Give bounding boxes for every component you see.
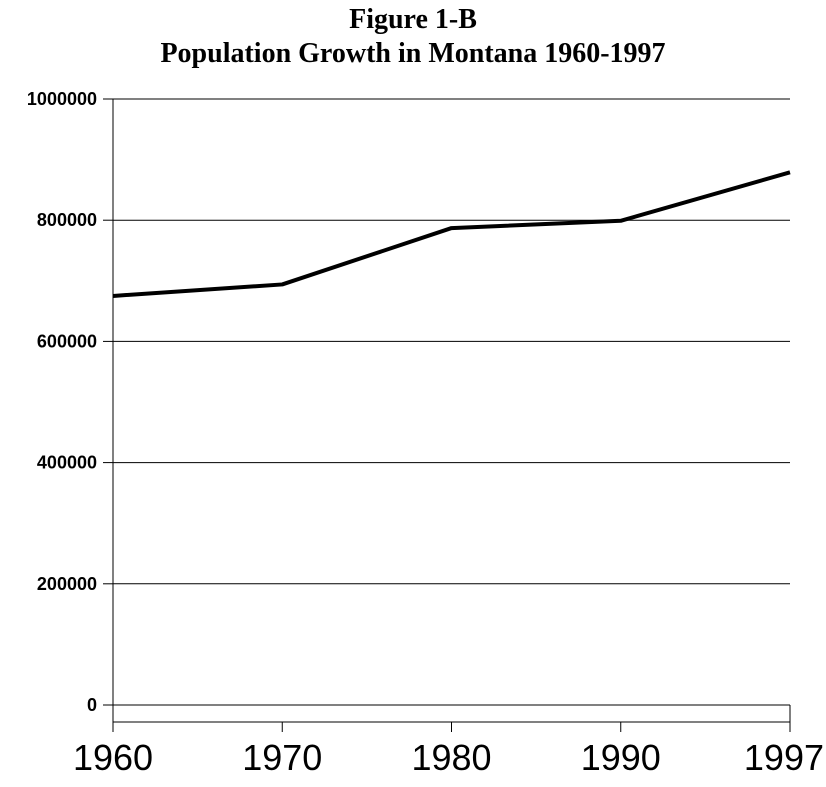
x-tick-label: 1997 [744,737,824,778]
x-tick-label: 1960 [73,737,153,778]
y-gridlines [113,98,790,706]
x-tick-label: 1980 [411,737,491,778]
y-tick-label: 800000 [37,210,97,230]
y-tick-labels: 0 200000 400000 600000 800000 1000000 [27,89,97,715]
axes [103,98,791,732]
x-tick-label: 1970 [242,737,322,778]
series-line [112,170,791,298]
y-tick-label: 0 [87,695,97,715]
chart-title: Figure 1-B [349,4,477,35]
chart-subtitle: Population Growth in Montana 1960-1997 [160,38,666,69]
series-group [112,170,791,298]
y-tick-label: 1000000 [27,89,97,109]
y-tick-label: 200000 [37,574,97,594]
x-tick-label: 1990 [581,737,661,778]
y-tick-label: 600000 [37,331,97,351]
y-tick-label: 400000 [37,453,97,473]
x-tick-labels: 1960 1970 1980 1990 1997 [73,737,824,778]
